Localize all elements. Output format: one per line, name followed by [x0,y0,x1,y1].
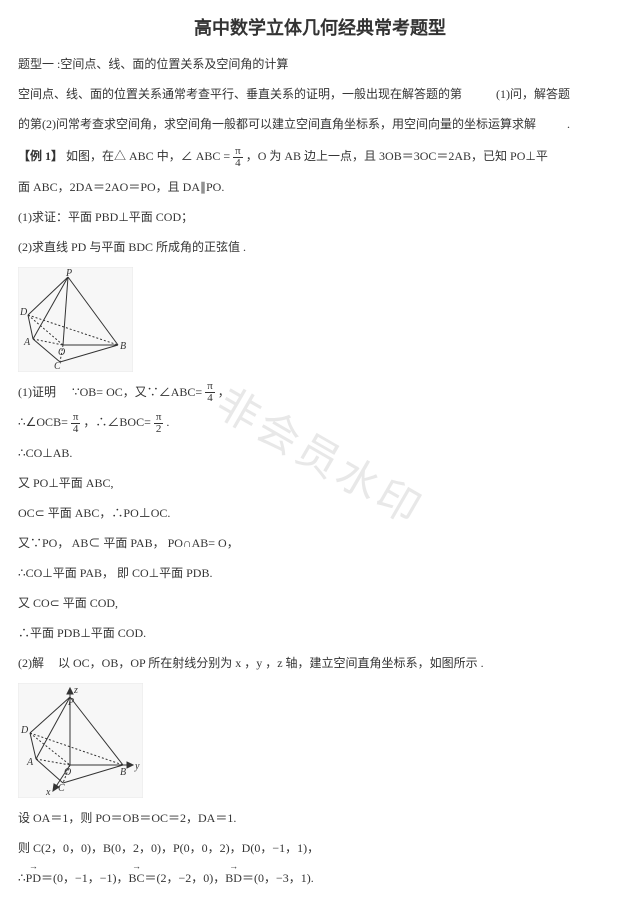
text: . [166,415,169,429]
svg-text:C: C [58,783,65,794]
text: 以 OC，OB，OP 所在射线分别为 x ，y ，z 轴，建立空间直角坐标系，如… [58,656,484,670]
document-content: 高中数学立体几何经典常考题型 题型一 :空间点、线、面的位置关系及空间角的计算 … [18,12,622,890]
proof-line-6: 又∵PO， AB⊂ 平面 PAB， PO∩AB= O， [18,531,622,555]
svg-text:A: A [23,337,31,348]
text: 的第(2)问常考查求空间角，求空间角一般都可以建立空间直角坐标系，用空间向量的坐… [18,117,536,131]
vector-bd: BD [225,866,242,890]
svg-text:A: A [26,757,34,768]
fraction: π4 [233,146,243,169]
text: 如图，在△ ABC 中，∠ ABC = [66,149,230,163]
section-subtitle: 题型一 :空间点、线、面的位置关系及空间角的计算 [18,54,622,76]
result-line-1: 设 OA＝1，则 PO＝OB＝OC＝2，DA＝1. [18,806,622,830]
svg-text:O: O [64,767,71,778]
proof-label: (1)证明 [18,385,56,399]
text: ， [218,385,230,399]
intro-para-2: 的第(2)问常考查求空间角，求空间角一般都可以建立空间直角坐标系，用空间向量的坐… [18,112,622,136]
example-para-2: 面 ABC，2DA＝2AO＝PO，且 DA∥PO. [18,175,622,199]
svg-text:P: P [65,268,72,279]
intro-para-1: 空间点、线、面的位置关系通常考查平行、垂直关系的证明，一般出现在解答题的第 (1… [18,82,622,106]
text: ＝(0，−1，−1)， [41,871,129,885]
text: ，∴∠BOC= [83,415,150,429]
proof-line-7: ∴CO⊥平面 PAB， 即 CO⊥平面 PDB. [18,561,622,585]
fraction: π2 [154,412,164,435]
result-line-2: 则 C(2，0，0)，B(0，2，0)，P(0，0，2)，D(0，−1，1)， [18,836,622,860]
proof-line-4: 又 PO⊥平面 ABC, [18,471,622,495]
text: 空间点、线、面的位置关系通常考查平行、垂直关系的证明，一般出现在解答题的第 [18,87,462,101]
page-title: 高中数学立体几何经典常考题型 [18,12,622,44]
example-label: 【例 1】 [18,149,63,163]
svg-text:C: C [54,361,61,372]
vector-pd: PD [26,866,41,890]
svg-text:x: x [45,787,51,798]
proof-line-2: ∴∠OCB= π4 ，∴∠BOC= π2 . [18,410,622,435]
example-para: 【例 1】 如图，在△ ABC 中，∠ ABC = π4 ，O 为 AB 边上一… [18,144,622,169]
text: ∴∠OCB= [18,415,68,429]
text: ∴ [18,871,26,885]
svg-text:D: D [19,307,28,318]
vector-bc: BC [129,866,145,890]
text: ＝(0，−3，1). [242,871,314,885]
text: ＝(2，−2，0)， [145,871,226,885]
text: (1)问，解答题 [496,87,570,101]
question-1: (1)求证：平面 PBD⊥平面 COD； [18,205,622,229]
solve-line: (2)解 以 OC，OB，OP 所在射线分别为 x ，y ，z 轴，建立空间直角… [18,651,622,675]
proof-line-3: ∴CO⊥AB. [18,441,622,465]
question-2: (2)求直线 PD 与平面 BDC 所成角的正弦值 . [18,235,622,259]
svg-text:P: P [67,697,74,708]
figure-1: P D A O B C [18,267,622,372]
proof-line-8: 又 CO⊂ 平面 COD, [18,591,622,615]
svg-text:y: y [134,761,140,772]
fraction: π4 [71,412,81,435]
result-line-3: ∴PD＝(0，−1，−1)，BC＝(2，−2，0)，BD＝(0，−3，1). [18,866,622,890]
text: ∵OB= OC，又∵∠ABC= [72,385,202,399]
proof-line-9: ∴平面 PDB⊥平面 COD. [18,621,622,645]
figure-2: z P D A O B y C x [18,683,622,798]
solve-label: (2)解 [18,656,44,670]
text: ，O 为 AB 边上一点，且 3OB＝3OC＝2AB，已知 PO⊥平 [246,149,548,163]
proof-line-1: (1)证明 ∵OB= OC，又∵∠ABC= π4 ， [18,380,622,405]
svg-text:O: O [58,347,65,358]
svg-text:z: z [73,685,78,696]
svg-text:B: B [120,767,126,778]
fraction: π4 [205,381,215,404]
svg-text:D: D [20,725,29,736]
proof-line-5: OC⊂ 平面 ABC，∴PO⊥OC. [18,501,622,525]
svg-text:B: B [120,341,126,352]
